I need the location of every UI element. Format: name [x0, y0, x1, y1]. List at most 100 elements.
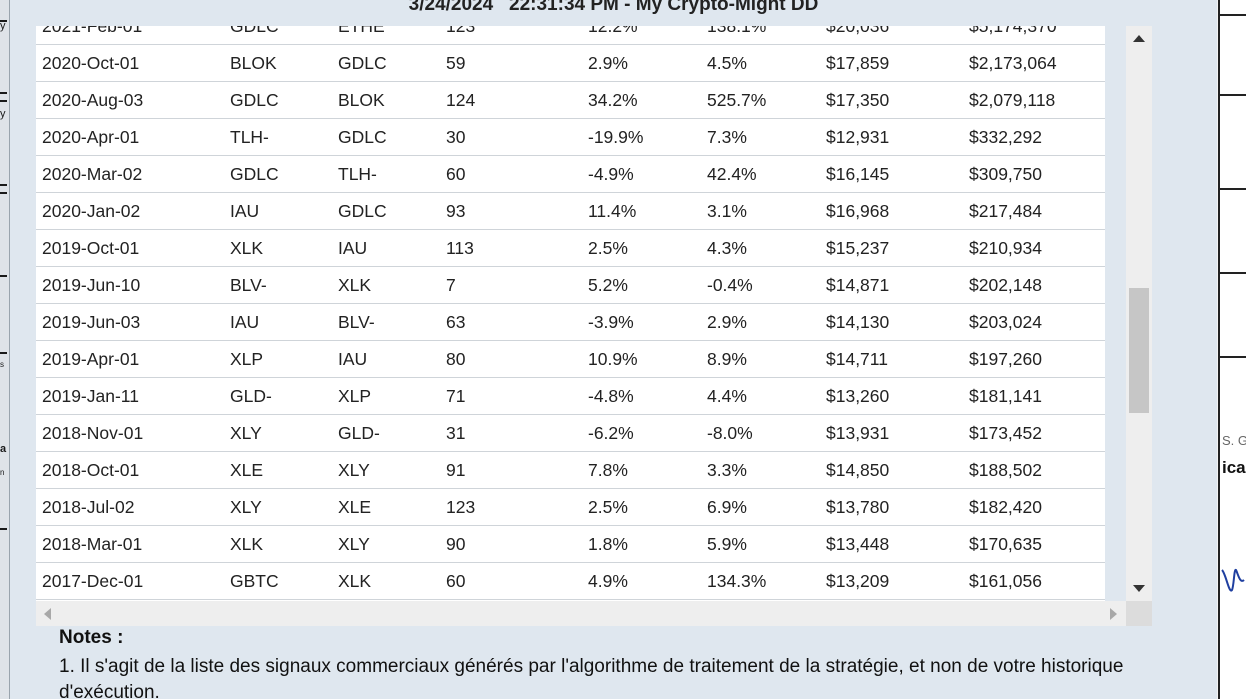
table-row[interactable]: 2019-Jun-10 BLV- XLK 7 5.2% -0.4% $14,87…	[36, 267, 1105, 304]
table-row[interactable]: 2020-Oct-01 BLOK GDLC 59 2.9% 4.5% $17,8…	[36, 45, 1105, 82]
trade-return-cell: 11.4%	[588, 201, 637, 221]
background-tick	[0, 275, 7, 277]
price-cell: $14,850	[826, 460, 890, 480]
table-row[interactable]: 2021-Feb-01 GDLC ETHE 123 12.2% 138.1% $…	[36, 26, 1105, 45]
to-symbol-cell: XLE	[338, 497, 372, 517]
background-tick	[0, 20, 7, 22]
date-cell: 2020-Oct-01	[42, 53, 140, 73]
alt-return-cell: -8.0%	[707, 423, 753, 443]
to-symbol-cell: XLK	[338, 571, 372, 591]
alt-return-cell: 4.4%	[707, 386, 747, 406]
background-app-right-edge: S. G ica	[1218, 0, 1246, 699]
alt-return-cell: 525.7%	[707, 90, 767, 110]
date-cell: 2020-Aug-03	[42, 90, 144, 110]
equity-cell: $2,079,118	[969, 90, 1056, 110]
equity-cell: $5,174,370	[969, 26, 1057, 36]
equity-cell: $202,148	[969, 275, 1042, 295]
equity-cell: $170,635	[969, 534, 1042, 554]
date-cell: 2020-Jan-02	[42, 201, 141, 221]
from-symbol-cell: IAU	[230, 312, 260, 332]
trade-return-cell: 12.2%	[588, 26, 638, 36]
from-symbol-cell: XLP	[230, 349, 264, 369]
background-letter: y	[0, 20, 6, 32]
background-label: S. G	[1222, 433, 1246, 448]
price-cell: $16,968	[826, 201, 890, 221]
signals-table[interactable]: 2021-Feb-01 GDLC ETHE 123 12.2% 138.1% $…	[36, 26, 1105, 601]
table-row[interactable]: 2020-Apr-01 TLH- GDLC 30 -19.9% 7.3% $12…	[36, 119, 1105, 156]
background-tick	[0, 192, 7, 194]
trade-return-cell: 2.9%	[588, 53, 628, 73]
days-held-cell: 63	[446, 312, 466, 332]
background-app-left-edge: y y s a n	[0, 0, 10, 699]
table-row[interactable]: 2018-Nov-01 XLY GLD- 31 -6.2% -8.0% $13,…	[36, 415, 1105, 452]
equity-cell: $188,502	[969, 460, 1042, 480]
background-sparkline	[1221, 568, 1245, 592]
to-symbol-cell: GDLC	[338, 53, 387, 73]
price-cell: $13,260	[826, 386, 890, 406]
alt-return-cell: 6.9%	[707, 497, 747, 517]
vertical-scroll-thumb[interactable]	[1129, 288, 1149, 413]
modal-title: 3/24/2024 22:31:34 PM - My Crypto-Might …	[408, 0, 819, 15]
date-cell: 2018-Mar-01	[42, 534, 143, 554]
from-symbol-cell: GDLC	[230, 164, 279, 184]
table-row[interactable]: 2019-Jan-11 GLD- XLP 71 -4.8% 4.4% $13,2…	[36, 378, 1105, 415]
to-symbol-cell: IAU	[338, 238, 368, 258]
alt-return-cell: 138.1%	[707, 26, 767, 36]
price-cell: $14,871	[826, 275, 890, 295]
to-symbol-cell: XLP	[338, 386, 372, 406]
from-symbol-cell: XLY	[230, 497, 262, 517]
table-row[interactable]: 2020-Aug-03 GDLC BLOK 124 34.2% 525.7% $…	[36, 82, 1105, 119]
trade-return-cell: 2.5%	[588, 238, 628, 258]
from-symbol-cell: XLK	[230, 238, 264, 258]
to-symbol-cell: GDLC	[338, 127, 387, 147]
date-cell: 2020-Apr-01	[42, 127, 140, 147]
triangle-down-icon[interactable]	[1133, 585, 1145, 592]
table-row[interactable]: 2018-Jul-02 XLY XLE 123 2.5% 6.9% $13,78…	[36, 489, 1105, 526]
triangle-left-icon[interactable]	[44, 608, 51, 620]
date-cell: 2018-Nov-01	[42, 423, 144, 443]
table-row[interactable]: 2017-Dec-01 GBTC XLK 60 4.9% 134.3% $13,…	[36, 563, 1105, 600]
background-tick	[0, 528, 7, 530]
table-row[interactable]: 2019-Oct-01 XLK IAU 113 2.5% 4.3% $15,23…	[36, 230, 1105, 267]
from-symbol-cell: IAU	[230, 201, 260, 221]
days-held-cell: 80	[446, 349, 466, 369]
horizontal-scrollbar[interactable]	[36, 601, 1126, 626]
table-row[interactable]: 2020-Mar-02 GDLC TLH- 60 -4.9% 42.4% $16…	[36, 156, 1105, 193]
equity-cell: $217,484	[969, 201, 1042, 221]
price-cell: $13,209	[826, 571, 890, 591]
price-cell: $14,130	[826, 312, 890, 332]
to-symbol-cell: XLY	[338, 534, 370, 554]
triangle-right-icon[interactable]	[1110, 608, 1117, 620]
to-symbol-cell: IAU	[338, 349, 368, 369]
equity-cell: $203,024	[969, 312, 1042, 332]
to-symbol-cell: XLK	[338, 275, 372, 295]
days-held-cell: 123	[446, 497, 476, 517]
background-tick	[0, 352, 7, 354]
triangle-up-icon[interactable]	[1133, 35, 1145, 42]
from-symbol-cell: XLY	[230, 423, 262, 443]
table-row[interactable]: 2019-Apr-01 XLP IAU 80 10.9% 8.9% $14,71…	[36, 341, 1105, 378]
price-cell: $13,931	[826, 423, 890, 443]
notes-title: Notes :	[59, 627, 124, 648]
to-symbol-cell: GLD-	[338, 423, 380, 443]
table-row[interactable]: 2019-Jun-03 IAU BLV- 63 -3.9% 2.9% $14,1…	[36, 304, 1105, 341]
to-symbol-cell: ETHE	[338, 26, 385, 36]
table-row[interactable]: 2018-Oct-01 XLE XLY 91 7.8% 3.3% $14,850…	[36, 452, 1105, 489]
to-symbol-cell: GDLC	[338, 201, 387, 221]
date-cell: 2019-Jun-10	[42, 275, 141, 295]
signals-modal: 3/24/2024 22:31:34 PM - My Crypto-Might …	[10, 0, 1217, 699]
from-symbol-cell: TLH-	[230, 127, 269, 147]
equity-cell: $182,420	[969, 497, 1042, 517]
background-bar	[1220, 188, 1246, 190]
alt-return-cell: 8.9%	[707, 349, 747, 369]
price-cell: $14,711	[826, 349, 888, 369]
to-symbol-cell: BLOK	[338, 90, 385, 110]
table-row[interactable]: 2018-Mar-01 XLK XLY 90 1.8% 5.9% $13,448…	[36, 526, 1105, 563]
alt-return-cell: 3.1%	[707, 201, 747, 221]
vertical-scrollbar[interactable]	[1126, 26, 1152, 601]
trade-return-cell: -4.8%	[588, 386, 634, 406]
background-label: ica	[1222, 458, 1246, 477]
trade-return-cell: 1.8%	[588, 534, 628, 554]
table-row[interactable]: 2020-Jan-02 IAU GDLC 93 11.4% 3.1% $16,9…	[36, 193, 1105, 230]
days-held-cell: 71	[446, 386, 466, 406]
